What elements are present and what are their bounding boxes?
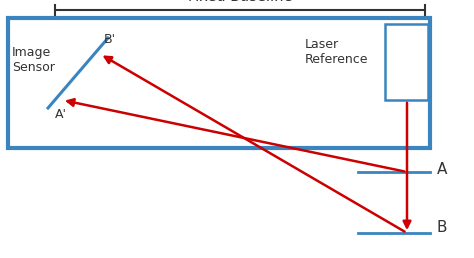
Text: A: A xyxy=(437,163,447,178)
Text: Image
Sensor: Image Sensor xyxy=(12,46,55,74)
Text: B': B' xyxy=(104,33,116,46)
Bar xyxy=(8,18,430,148)
Text: A': A' xyxy=(55,108,67,121)
Text: B: B xyxy=(437,221,447,236)
Text: Laser
Reference: Laser Reference xyxy=(305,38,368,66)
Text: Fixed Baseline: Fixed Baseline xyxy=(188,0,292,4)
Bar xyxy=(385,24,428,100)
